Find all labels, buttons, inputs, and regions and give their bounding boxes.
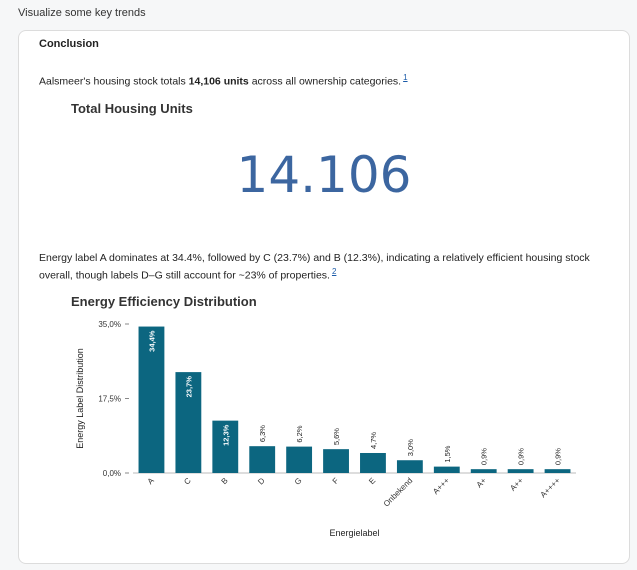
y-axis-label: Energy Label Distribution (75, 348, 85, 449)
x-tick-label: A++++ (539, 476, 563, 500)
x-tick-label: A+++ (431, 476, 451, 496)
data-label: 6,3% (258, 425, 267, 442)
bar-G (286, 446, 313, 473)
y-tick-label: 17,5% (98, 395, 121, 404)
kpi-value: 14.106 (236, 146, 412, 204)
bar-Onbekend (396, 460, 423, 473)
x-tick-label: B (220, 476, 230, 486)
data-label: 23,7% (184, 376, 193, 398)
bar-A (138, 326, 165, 473)
energy-label-paragraph: Energy label A dominates at 34.4%, follo… (39, 251, 590, 283)
p2-line-1: Energy label A dominates at 34.4%, follo… (39, 252, 590, 264)
chart-title: Energy Efficiency Distribution (71, 294, 257, 309)
bar-A+++ (433, 466, 460, 473)
bar-A++ (507, 469, 534, 473)
data-label: 5,6% (332, 428, 341, 445)
x-tick-label: C (182, 476, 193, 487)
data-label: 3,0% (406, 439, 415, 456)
x-tick-label: A+ (475, 476, 489, 490)
x-axis-label: Energielabel (329, 528, 379, 538)
p1-text-bold: 14,106 units (188, 75, 249, 88)
p1-text-before: Aalsmeer's housing stock totals (39, 75, 189, 88)
bar-E (360, 452, 386, 473)
kpi-title: Total Housing Units (71, 101, 193, 116)
bar-F (323, 449, 349, 473)
data-label: 12,3% (221, 424, 230, 446)
bar-A++++ (544, 469, 571, 473)
p1-text-after: across all ownership categories. (248, 75, 402, 88)
data-label: 6,2% (295, 425, 304, 442)
energy-distribution-chart: 0,0% 17,5% 35,0% Energy Label Distribution 3… (75, 320, 576, 538)
x-tick-label: A++ (508, 476, 525, 493)
bar-A+ (470, 469, 497, 473)
footnote-link-1[interactable]: 1 (403, 73, 408, 82)
x-tick-label: D (256, 476, 267, 487)
data-label: 4,7% (369, 432, 378, 449)
x-tick-label: G (293, 476, 304, 487)
footnote-link-2[interactable]: 2 (331, 267, 337, 276)
x-tick-label: E (367, 476, 377, 486)
bar-B (212, 420, 239, 473)
x-tick-label: Onbekend (382, 476, 414, 508)
data-label: 34,4% (147, 330, 156, 352)
p2-line-2: overall, though labels D–G still account… (39, 269, 330, 282)
card-title: Conclusion (39, 38, 99, 50)
y-tick-label: 0,0% (103, 469, 121, 478)
bar-C (175, 372, 202, 473)
x-tick-label: F (331, 476, 341, 486)
data-label: 1,5% (443, 445, 452, 462)
housing-stock-paragraph: Aalsmeer's housing stock totals 14,106 u… (39, 71, 408, 89)
conclusion-card: Conclusion Aalsmeer's housing stock tota… (18, 30, 630, 564)
x-tick-label: A (146, 476, 157, 487)
data-label: 0,9% (517, 448, 526, 465)
data-label: 0,9% (480, 448, 489, 465)
y-tick-label: 35,0% (98, 320, 121, 329)
data-label: 0,9% (554, 448, 563, 465)
page-header-title: Visualize some key trends (18, 7, 146, 19)
bar-D (249, 446, 276, 473)
